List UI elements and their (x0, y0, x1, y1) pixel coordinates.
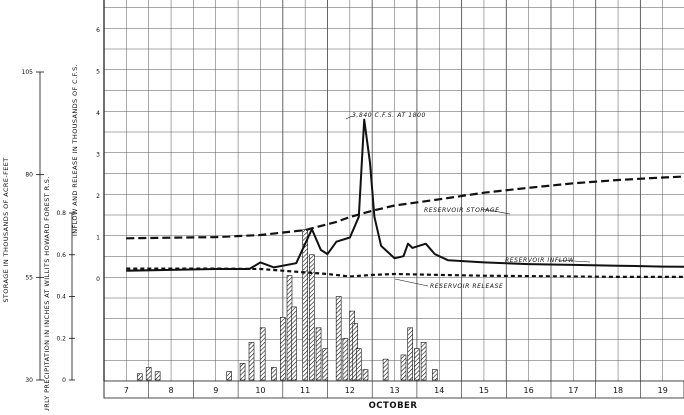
grid (103, 0, 684, 382)
x-tick-label: 17 (568, 386, 578, 395)
storage-tick-label: 105 (22, 69, 34, 76)
x-tick-label: 19 (658, 386, 668, 395)
storage-tick-label: 80 (25, 172, 33, 179)
x-tick-label: 18 (613, 386, 623, 395)
storage-annotation-leader (482, 208, 511, 215)
flow-axis-label: INFLOW AND RELEASE IN THOUSANDS OF C.F.S… (71, 64, 79, 236)
precipitation-bar (279, 317, 286, 381)
precipitation-tick-label: 0.6 (56, 252, 66, 259)
x-tick-label: 10 (255, 386, 265, 395)
precipitation-tick-label: 0.4 (56, 294, 66, 301)
precipitation-tick-label: 0 (62, 377, 66, 384)
x-tick-label: 15 (479, 386, 489, 395)
precipitation-tick-label: 0.2 (56, 335, 66, 342)
inflow-annotation-leader (557, 259, 591, 263)
x-tick-label: 13 (389, 386, 399, 395)
precipitation-bar (248, 342, 255, 381)
peak-annotation-leader (345, 115, 353, 120)
precipitation-bar (239, 362, 246, 381)
precipitation-bar (226, 371, 232, 381)
precipitation-bar (335, 296, 342, 381)
series-line-reservoir-release (126, 267, 684, 278)
flow-tick-label: 4 (96, 110, 100, 117)
series-line-reservoir-inflow (126, 118, 684, 272)
storage-tick-label: 55 (25, 274, 33, 281)
release-annotation: RESERVOIR RELEASE (430, 283, 503, 290)
x-tick-label: 14 (434, 386, 444, 395)
precipitation-bar (431, 369, 438, 381)
precipitation-bar (362, 369, 369, 381)
flow-tick-label: 6 (96, 27, 100, 34)
precipitation-bar (355, 348, 362, 381)
flow-tick-label: 3 (96, 152, 100, 159)
flow-tick-label: 5 (96, 69, 100, 76)
precipitation-bar (302, 229, 308, 381)
precipitation-bar (136, 373, 143, 381)
x-tick-label: 12 (345, 386, 355, 395)
x-tick-label: 11 (300, 386, 310, 395)
precipitation-bar (382, 358, 389, 381)
axes: 0 1 2 3 4 5 6 30 55 80 105 0 0.2 0.4 0.6 0.8 (22, 0, 105, 384)
precipitation-bar (420, 342, 427, 381)
precipitation-bar (259, 327, 266, 381)
flow-tick-label: 0 (96, 276, 100, 283)
series-line-reservoir-storage (126, 175, 684, 240)
storage-tick-label: 30 (25, 377, 33, 384)
precipitation-bar (271, 367, 277, 381)
precipitation-bar (145, 367, 152, 381)
inflow-annotation: RESERVOIR INFLOW (505, 257, 575, 264)
series-lines (126, 118, 684, 278)
precipitation-bar (414, 348, 420, 381)
x-tick-label: 7 (124, 386, 129, 395)
precipitation-bar (322, 348, 329, 381)
flow-tick-label: 1 (96, 235, 100, 242)
peak-annotation: 3,840 C.F.S. AT 1800 (352, 112, 426, 119)
precipitation-bars (136, 229, 438, 381)
precipitation-bar (154, 371, 161, 381)
storage-annotation: RESERVOIR STORAGE (424, 207, 500, 214)
x-axis-label: OCTOBER (369, 401, 418, 411)
precipitation-tick-label: 0.8 (56, 210, 66, 217)
precipitation-bar (407, 327, 413, 381)
release-annotation-leader (394, 278, 429, 287)
x-tick-label: 16 (524, 386, 534, 395)
precipitation-axis-label: HOURLY PRECIPITATION IN INCHES AT WILLIT… (43, 176, 51, 411)
precipitation-bar (315, 327, 322, 381)
x-tick-label: 8 (169, 386, 174, 395)
precipitation-bar (342, 337, 349, 381)
precipitation-bar (309, 254, 315, 381)
precipitation-bar (291, 306, 297, 381)
x-tick-label: 9 (213, 386, 218, 395)
precipitation-bar (400, 354, 407, 381)
flow-tick-label: 2 (96, 193, 100, 200)
storage-axis-label: STORAGE IN THOUSANDS OF ACRE-FEET (2, 157, 10, 302)
x-tick-labels: 7891011121314151617181920 (103, 381, 668, 398)
